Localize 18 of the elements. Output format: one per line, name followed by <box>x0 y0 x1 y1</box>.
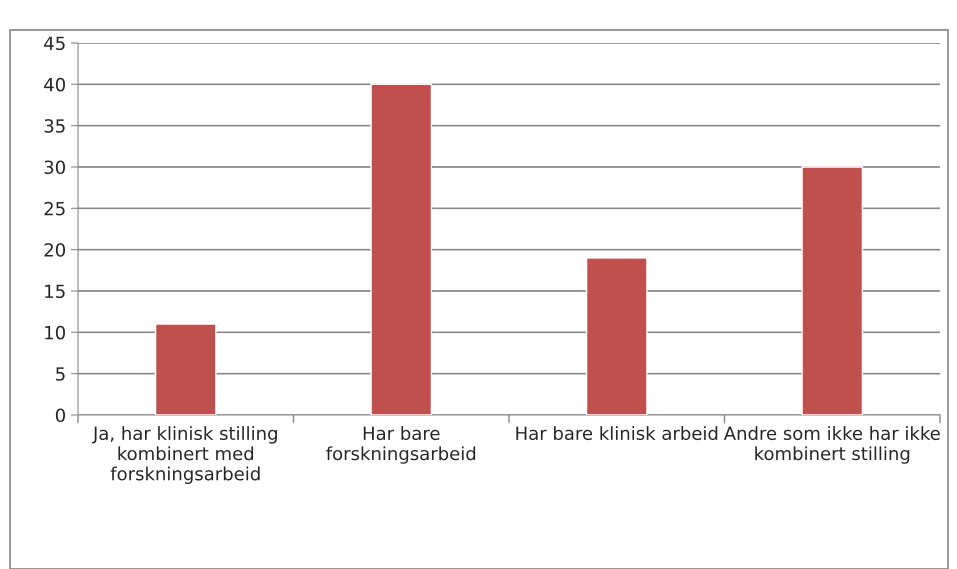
bar <box>370 84 432 415</box>
y-tick-label: 25 <box>44 202 65 216</box>
y-tick-label: 15 <box>45 284 65 298</box>
y-tick-label: 30 <box>44 160 65 174</box>
bar <box>801 166 864 415</box>
y-tick-label: 10 <box>45 326 65 340</box>
x-tick-label: Andre som ikke har ikke kombinert stilling <box>724 426 940 464</box>
x-tick-label: Har bare forskningsarbeid <box>326 426 476 464</box>
y-tick-label: 40 <box>44 78 65 92</box>
bar <box>154 323 217 415</box>
y-tick-label: 0 <box>56 408 65 422</box>
bar <box>586 257 648 415</box>
x-tick-label: Har bare klinisk arbeid <box>516 426 718 440</box>
y-tick-label: 5 <box>56 367 65 381</box>
y-tick-label: 45 <box>44 36 65 50</box>
y-tick-label: 20 <box>44 243 65 257</box>
y-tick-label: 35 <box>44 119 65 133</box>
x-tick-label: Ja, har klinisk stilling kombinert med forskningsarbeid <box>92 426 277 484</box>
